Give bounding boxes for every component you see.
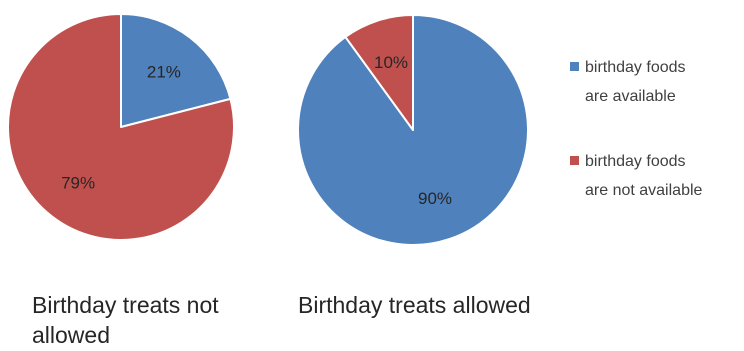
data-label-available: 21% <box>147 63 181 82</box>
pie-slice-available <box>120 13 232 128</box>
legend-label-not-available-line1: birthday foods <box>585 153 686 170</box>
data-label-not-available: 79% <box>61 173 95 192</box>
data-label-available: 90% <box>418 189 452 208</box>
chart-title-treats-not-allowed: Birthday treats not allowed <box>32 292 219 348</box>
legend-label-available-line2: are available <box>585 88 676 105</box>
legend-swatch-available <box>570 62 579 71</box>
pie-birthday-treats-not-allowed: 21% 79% <box>7 13 235 241</box>
pie-birthday-treats-allowed: 90% 10% <box>297 14 529 246</box>
legend-label-available-line1: birthday foods <box>585 59 686 76</box>
pie-slice-available <box>297 14 529 246</box>
legend: birthday foods are available birthday fo… <box>570 59 703 199</box>
pie-slice-not-available <box>7 13 235 241</box>
chart-title-treats-allowed: Birthday treats allowed <box>298 292 531 318</box>
pie-slice-not-available <box>344 14 414 131</box>
legend-swatch-not-available <box>570 156 579 165</box>
legend-label-not-available-line2: are not available <box>585 182 703 199</box>
data-label-not-available: 10% <box>374 53 408 72</box>
